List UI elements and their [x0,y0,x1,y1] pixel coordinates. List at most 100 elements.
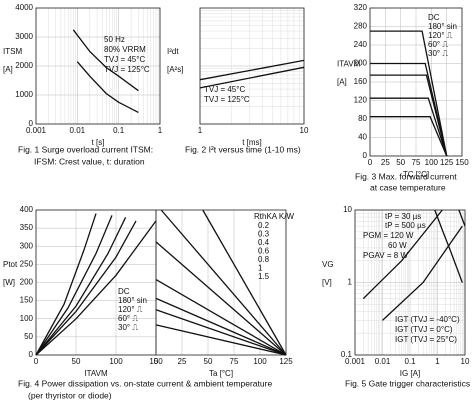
plot-frame [199,7,305,125]
series-line [72,29,139,92]
plot-frame [35,7,161,125]
series-line [76,61,139,113]
x-tick-label: 125 [440,158,454,167]
y-tick-label: 0 [363,151,368,160]
legend-entry: 0.2 [258,221,270,230]
x-tick-label: 0.001 [345,357,366,366]
series-line [370,74,448,157]
caption: at case temperature [370,182,446,192]
x-tick-label: 100 [253,357,267,366]
annotation: 60 W [388,241,407,250]
legend-entry: 180° sin [118,296,147,305]
annotation: TVJ = 45°C [104,55,145,64]
y-tick-label: 150 [20,296,34,305]
annotation: TVJ = 125°C [104,65,150,74]
y-tick-label: 0 [29,119,34,128]
y-axis-unit: [W] [3,278,15,287]
x-tick-label: 0.01 [375,357,391,366]
x-tick-label: 125 [279,357,293,366]
legend-entry: TVJ = 125°C [204,95,250,104]
x-tick-label: 50 [72,357,81,366]
legend-entry: 60° ⎍ [428,40,448,49]
y-axis-unit: [A] [337,77,347,86]
y-tick-label: 200 [20,278,34,287]
series-line [35,220,157,356]
series-line [199,66,305,89]
y-tick-label: 2000 [15,61,33,70]
series-line [362,209,443,300]
x-axis-label: Ta [°C] [209,369,233,378]
annotation: PGM = 120 W [363,231,414,240]
caption: Fig. 5 Gate trigger characteristics [345,378,470,388]
series-line [35,213,97,356]
legend-entry: 1.5 [258,272,270,281]
annotation: tP = 30 µs [385,212,421,221]
x-tick-label: 0.1 [404,357,416,366]
caption: Fig. 3 Max. forward current [355,171,457,181]
y-axis-unit: [V] [322,278,332,287]
annotation: 50 Hz [104,35,125,44]
caption: Fig. 4 Power dissipation vs. on-state cu… [18,378,272,388]
plot-frame [369,7,463,157]
series-line [370,30,448,157]
x-tick-label: 25 [381,158,390,167]
y-axis-unit: [A²s] [167,65,183,74]
series-line [35,217,127,356]
legend-entry: 60° ⎍ [118,314,138,323]
x-tick-label: 0.1 [113,126,125,135]
x-axis-label: t [s] [92,138,105,147]
x-tick-label: 25 [178,357,187,366]
legend-entry: DC [118,287,130,296]
y-axis-label: Ptot [3,260,18,269]
series-line [370,116,448,157]
y-tick-label: 200 [354,59,368,68]
legend-entry: 0.8 [258,255,270,264]
annotation: PGAV = 8 W [363,251,408,260]
x-axis-label: TC [°C] [403,170,429,179]
legend-entry: 0.4 [258,238,270,247]
legend-entry: DC [428,13,440,22]
x-tick-label: 100 [425,158,439,167]
y-tick-label: 3000 [15,32,33,41]
x-tick-label: 1 [198,126,203,135]
x-tick-label: 0 [154,357,159,366]
legend-entry: 120° ⎍ [118,305,143,314]
x-tick-label: 50 [396,158,405,167]
x-axis-label: t [ms] [242,138,262,147]
plot-frame [354,209,466,356]
x-tick-label: 75 [230,357,239,366]
x-tick-label: 150 [455,158,469,167]
y-tick-label: 4000 [15,3,33,12]
x-tick-label: 75 [412,158,421,167]
series-line [155,324,287,356]
series-line [160,209,287,356]
series-line [458,209,466,227]
y-tick-label: 50 [24,332,33,341]
annotation: IGT (TVJ = 25°C) [395,335,457,344]
caption: (per thyristor or diode) [28,390,112,400]
legend-entry: 30° ⎍ [118,323,138,332]
y-tick-label: 240 [354,40,368,49]
x-tick-label: 150 [149,357,163,366]
series-line [382,225,463,321]
y-tick-label: 280 [354,22,368,31]
y-tick-label: 120 [354,96,368,105]
x-tick-label: 1 [435,357,440,366]
y-axis-label: VG [322,260,334,269]
y-tick-label: 300 [20,241,34,250]
annotation: IGT (TVJ = -40°C) [395,315,460,324]
series-line [35,220,137,356]
series-line [155,241,287,356]
series-line [35,215,113,356]
legend-entry: 1 [258,264,263,273]
series-line [155,297,287,356]
y-tick-label: 320 [354,3,368,12]
y-tick-label: 1 [348,278,353,287]
series-line [155,309,287,356]
y-tick-label: 160 [354,77,368,86]
y-tick-label: 40 [358,133,367,142]
annotation: tP = 500 µs [385,221,426,230]
caption: Fig. 1 Surge overload current ITSM: [18,144,153,154]
legend-entry: 180° sin [428,22,457,31]
